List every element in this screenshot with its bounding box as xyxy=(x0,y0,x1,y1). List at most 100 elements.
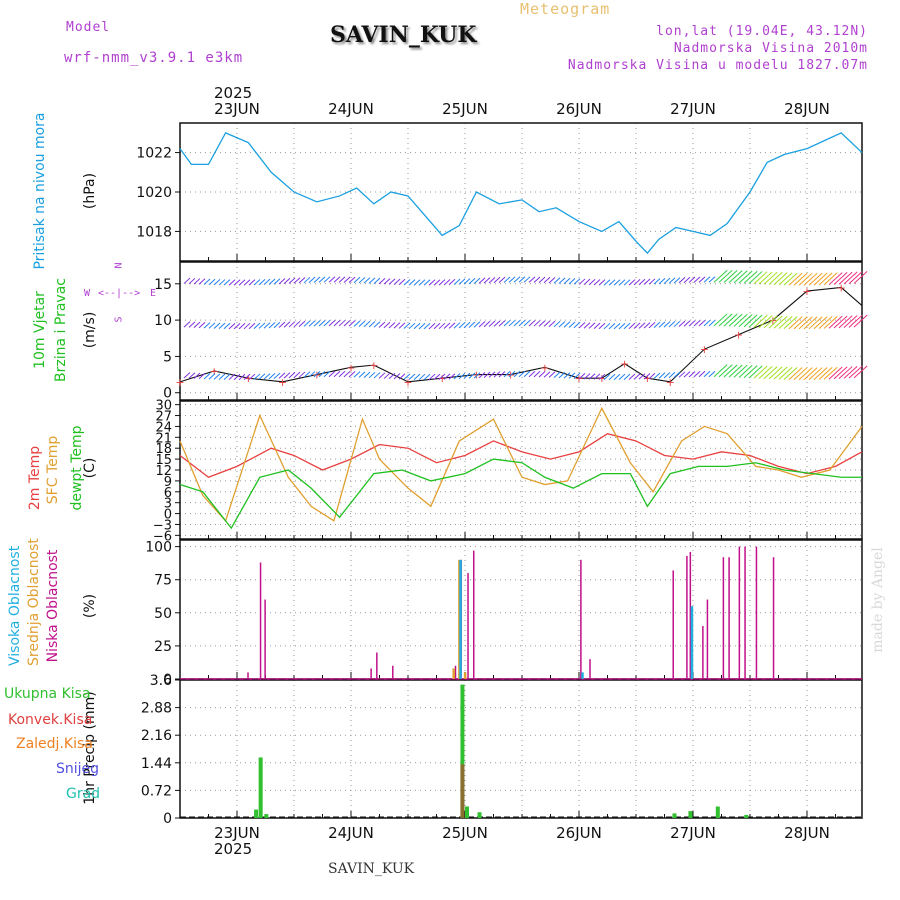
cloud-bar xyxy=(467,573,469,679)
precip-panel: 0 0.72 1.44 2.16 2.88 3.6 xyxy=(141,673,863,827)
wind-barb xyxy=(693,276,701,283)
wind-barb xyxy=(323,276,331,283)
wind-barb xyxy=(243,279,251,286)
wind-barb xyxy=(293,371,301,379)
y-tick-label: 0 xyxy=(163,811,172,827)
wind-barb xyxy=(728,364,743,378)
wind-barb xyxy=(423,279,431,286)
wind-barb xyxy=(373,372,381,379)
day-label-top: 24JUN xyxy=(328,100,374,118)
y-tick-label: 18 xyxy=(155,442,172,457)
wind-barb xyxy=(228,279,236,286)
wind-barb xyxy=(208,322,216,329)
y-tick-label: 5 xyxy=(163,349,172,365)
wind-barb xyxy=(263,322,271,329)
wind-barb xyxy=(303,276,311,284)
wind-barb xyxy=(703,370,711,378)
wind-barb xyxy=(223,322,231,330)
wind-barb xyxy=(588,373,596,380)
wind-barb xyxy=(668,277,676,284)
wind-barb xyxy=(848,314,863,328)
wind-barb xyxy=(713,364,728,378)
wind-barb xyxy=(438,373,446,380)
wind-barb xyxy=(613,373,621,381)
wind-barb xyxy=(648,322,656,329)
wind-barb xyxy=(183,372,191,379)
day-label-top: 25JUN xyxy=(442,100,488,118)
wind-marker: + xyxy=(175,376,184,389)
temperature-frame xyxy=(179,400,863,540)
year-bottom: 2025 xyxy=(214,840,253,858)
y-tick-label: 100 xyxy=(145,540,172,556)
wind-barb xyxy=(258,373,266,380)
wind-barb xyxy=(478,371,486,379)
wind-marker: + xyxy=(597,372,606,385)
wind-barb xyxy=(623,373,631,380)
wind-barb xyxy=(788,316,803,330)
precip-conv-bar xyxy=(460,764,465,818)
wind-barb xyxy=(403,373,411,380)
cloud-bar xyxy=(463,672,467,679)
wind-barb xyxy=(578,278,586,285)
y-tick-label: 30 xyxy=(155,399,172,414)
wind-barb xyxy=(633,322,641,329)
wind-barb xyxy=(253,279,261,286)
wind-barb xyxy=(433,279,441,286)
wind-barb xyxy=(203,278,211,285)
day-label-bottom: 28JUN xyxy=(784,824,830,842)
wind-marker: + xyxy=(837,281,846,294)
wind-barb xyxy=(798,316,813,330)
y-tick-label: 0 xyxy=(163,386,172,402)
wind-barb xyxy=(638,278,646,286)
wind-barb xyxy=(653,372,661,379)
wind-barb xyxy=(473,372,481,379)
wind-barb xyxy=(363,277,371,284)
page-title: SAVIN_KUK xyxy=(330,22,477,48)
wind-barb xyxy=(683,371,691,378)
wind-barb xyxy=(208,278,216,286)
wind-barb xyxy=(593,373,601,380)
cloud-bar xyxy=(744,546,746,679)
y-tick-label: 3.6 xyxy=(150,673,172,689)
wind-barb xyxy=(468,372,476,379)
wind-barb xyxy=(828,366,843,380)
wind-barb xyxy=(418,373,426,381)
wind-barb xyxy=(753,314,768,328)
wind-barb xyxy=(778,316,793,329)
model-elevation-label: Nadmorska Visina u modelu 1827.07m xyxy=(567,58,868,73)
wind-barb xyxy=(303,320,311,327)
wind-barb xyxy=(668,321,676,328)
wind-barb xyxy=(293,320,301,328)
wind-barb xyxy=(773,315,788,329)
wind-barb xyxy=(243,322,251,330)
wind-barb xyxy=(513,276,521,283)
wind-barb xyxy=(278,321,286,328)
wind-barb xyxy=(523,276,531,283)
wind-barb xyxy=(448,322,456,329)
wind-barb xyxy=(808,367,823,381)
wind-barb xyxy=(313,320,321,327)
wind-barb xyxy=(393,278,401,285)
wind-barb xyxy=(368,321,376,328)
wind-barb xyxy=(433,322,441,330)
wind-barb xyxy=(248,279,256,286)
wind-barb xyxy=(513,320,521,327)
y-tick-label: 1022 xyxy=(136,146,172,162)
wind-barb xyxy=(423,322,431,330)
wind-barb xyxy=(803,367,818,381)
compass-w: W xyxy=(84,288,91,299)
wind-barb xyxy=(468,321,476,328)
coords-label: lon,lat (19.04E, 43.12N) xyxy=(656,24,868,39)
cloud-bar xyxy=(722,557,725,679)
y-tick-label: 0 xyxy=(163,672,172,688)
wind-barb xyxy=(508,370,516,378)
wind-barb xyxy=(403,279,411,286)
wind-barb xyxy=(318,370,326,378)
wind-barb xyxy=(748,365,763,379)
wind-barb xyxy=(568,372,576,379)
wind-barb xyxy=(753,271,768,285)
y-tick-label: 0.72 xyxy=(141,783,172,799)
wind-barb xyxy=(268,373,276,380)
